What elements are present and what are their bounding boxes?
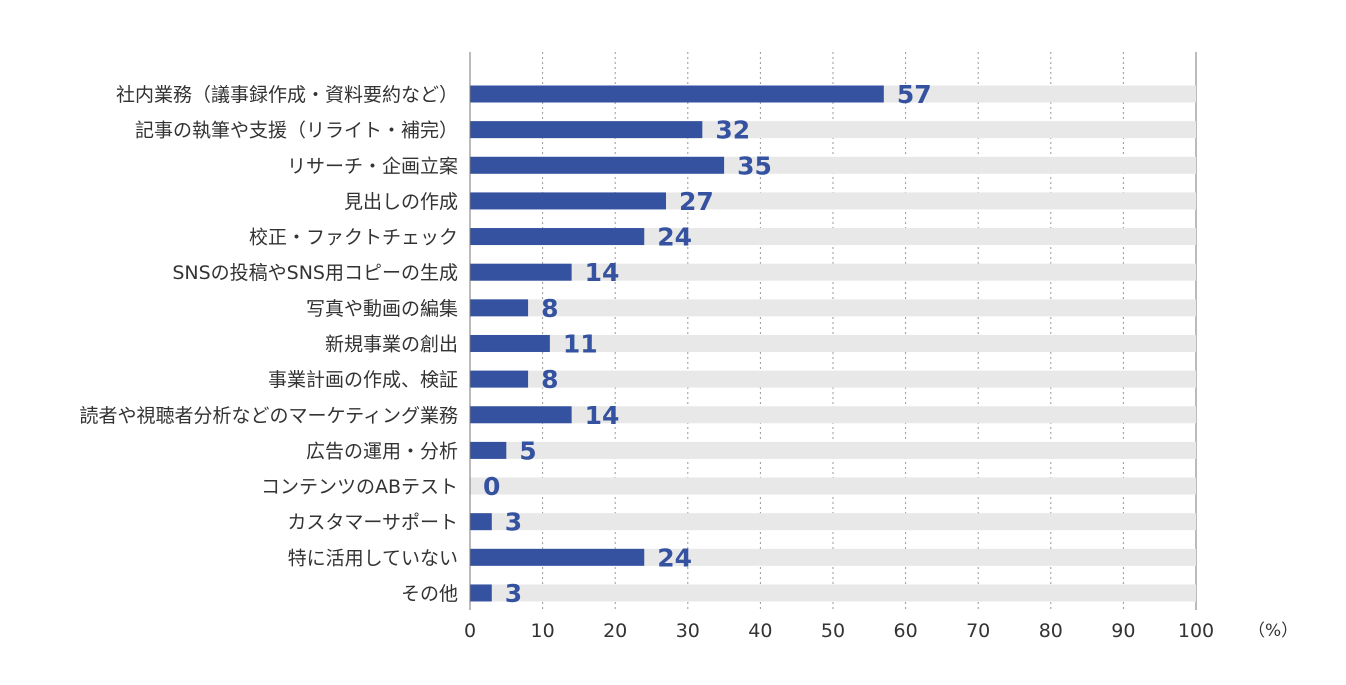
- bar-track: [470, 263, 1196, 281]
- bar-track: [470, 299, 1196, 317]
- bar: [470, 156, 725, 174]
- value-label: 5: [519, 436, 536, 465]
- x-axis-unit-label: （%）: [1248, 621, 1298, 641]
- x-tick-label: 60: [894, 620, 918, 642]
- value-label: 32: [715, 116, 750, 145]
- value-label: 27: [679, 187, 714, 216]
- category-label: その他: [401, 583, 458, 605]
- value-label: 14: [585, 258, 620, 287]
- bar: [470, 548, 645, 566]
- bar-track: [470, 584, 1196, 602]
- category-label: カスタマーサポート: [287, 512, 458, 534]
- category-label: 事業計画の作成、検証: [268, 369, 458, 391]
- bar-track: [470, 548, 1196, 566]
- value-label: 14: [585, 401, 620, 430]
- bar: [470, 263, 572, 281]
- x-tick-label: 10: [531, 620, 555, 642]
- bar: [470, 334, 550, 352]
- category-label: 新規事業の創出: [325, 333, 458, 355]
- value-label: 24: [657, 223, 692, 252]
- category-label: 写真や動画の編集: [306, 298, 458, 320]
- bar: [470, 513, 492, 531]
- bar-track: [470, 513, 1196, 531]
- category-label: 読者や視聴者分析などのマーケティング業務: [80, 405, 458, 427]
- x-tick-label: 70: [966, 620, 990, 642]
- axis-layer: （%） 0 10 20 30 40 50 60 70 80 90 100: [464, 52, 1298, 642]
- bar-track: [470, 370, 1196, 388]
- x-tick-label: 50: [821, 620, 845, 642]
- category-label: 見出しの作成: [344, 191, 458, 213]
- x-tick-label: 20: [603, 620, 627, 642]
- value-label: 35: [737, 151, 772, 180]
- bar-track: [470, 228, 1196, 246]
- category-label: 社内業務（議事録作成・資料要約など）: [116, 84, 458, 106]
- value-label: 0: [483, 472, 500, 501]
- category-label: 広告の運用・分析: [306, 440, 458, 462]
- bar-track: [470, 334, 1196, 352]
- value-label: 3: [505, 579, 522, 608]
- x-tick-label: 40: [748, 620, 772, 642]
- category-label: 記事の執筆や支援（リライト・補完）: [135, 120, 458, 142]
- category-label: リサーチ・企画立案: [287, 155, 458, 177]
- bar: [470, 584, 492, 602]
- value-label: 3: [505, 508, 522, 537]
- category-label: コンテンツのABテスト: [261, 476, 458, 498]
- bar: [470, 192, 667, 210]
- value-label: 8: [541, 365, 558, 394]
- value-label: 11: [563, 329, 598, 358]
- bar-track: [470, 441, 1196, 459]
- x-tick-label: 90: [1111, 620, 1135, 642]
- value-label: 57: [897, 80, 932, 109]
- bar: [470, 228, 645, 246]
- category-label: 特に活用していない: [288, 547, 458, 569]
- x-tick-label: 100: [1178, 620, 1214, 642]
- bar-layer: [470, 85, 884, 602]
- bar: [470, 441, 507, 459]
- value-label: 24: [657, 543, 692, 572]
- bar: [470, 406, 572, 424]
- bar: [470, 370, 529, 388]
- x-tick-label: 0: [464, 620, 476, 642]
- label-layer: 社内業務（議事録作成・資料要約など） 57 記事の執筆や支援（リライト・補完） 32 リ…: [80, 80, 932, 608]
- bar: [470, 85, 884, 103]
- bar-track: [470, 477, 1196, 495]
- bar: [470, 299, 529, 317]
- x-tick-label: 30: [676, 620, 700, 642]
- x-tick-label: 80: [1039, 620, 1063, 642]
- bar-track: [470, 406, 1196, 424]
- bar: [470, 121, 703, 139]
- category-label: SNSの投稿やSNS用コピーの生成: [172, 262, 458, 284]
- category-label: 校正・ファクトチェック: [249, 227, 458, 249]
- value-label: 8: [541, 294, 558, 323]
